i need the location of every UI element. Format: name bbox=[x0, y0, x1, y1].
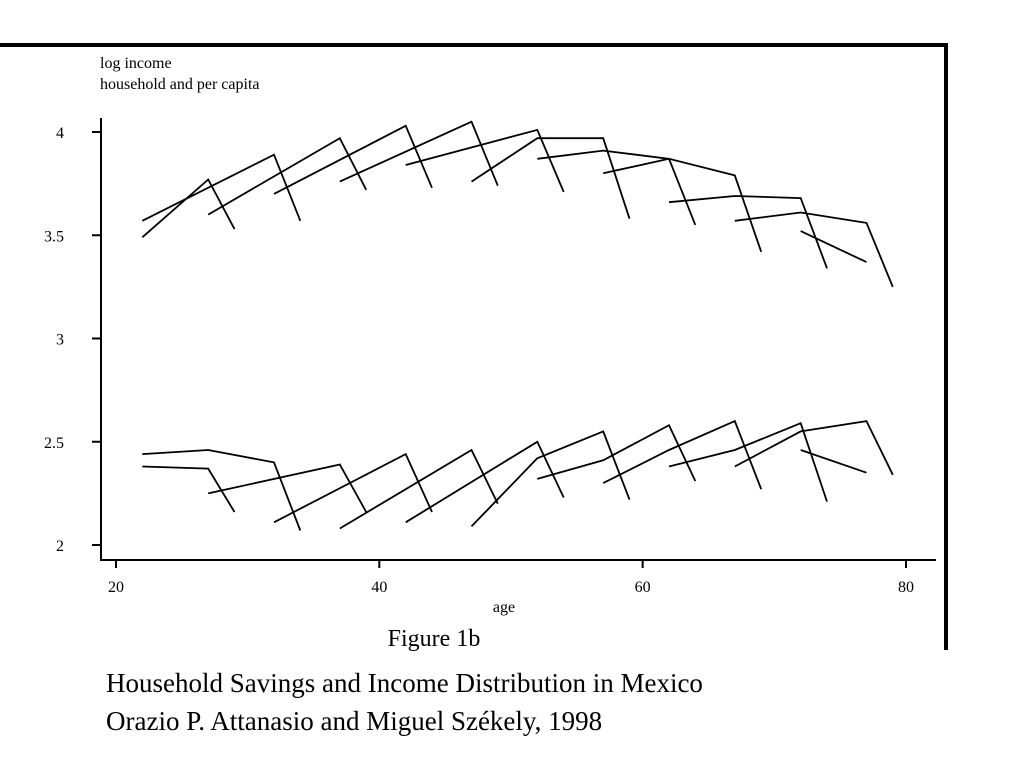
cohort-line-15 bbox=[273, 452, 433, 524]
cohort-line-3 bbox=[273, 124, 433, 195]
cohort-line-10 bbox=[734, 211, 894, 288]
cohort-line-16 bbox=[339, 448, 499, 530]
caption-authors: Orazio P. Attanasio and Miguel Székely, … bbox=[106, 706, 603, 736]
cohort-line-8 bbox=[603, 157, 763, 253]
cohort-line-22 bbox=[734, 420, 894, 476]
cohort-line-13 bbox=[142, 449, 302, 531]
cohort-line-9 bbox=[668, 195, 828, 269]
cohort-line-14 bbox=[208, 463, 367, 513]
cohort-line-20 bbox=[602, 419, 763, 490]
y-axis-title-line2: household and per capita bbox=[100, 76, 260, 93]
cohort-line-5 bbox=[405, 128, 565, 193]
y-tick-label-0: 2 bbox=[56, 538, 64, 555]
cohort-line-2 bbox=[207, 136, 368, 216]
y-tick-label-1: 2.5 bbox=[44, 435, 64, 452]
cohort-line-12 bbox=[142, 465, 236, 513]
axis-ticks bbox=[92, 131, 907, 568]
cohort-line-23 bbox=[800, 449, 867, 474]
cohort-line-4 bbox=[339, 120, 499, 187]
x-tick-label-0: 20 bbox=[108, 579, 124, 596]
figure-chart: log income household and per capita 20 40… bbox=[0, 43, 948, 652]
caption-title: Household Savings and Income Distributio… bbox=[106, 668, 703, 698]
cohort-line-7 bbox=[537, 149, 697, 226]
cohort-line-6 bbox=[471, 137, 631, 219]
cohort-line-21 bbox=[668, 422, 828, 502]
figure-label: Figure 1b bbox=[388, 626, 481, 652]
cohort-line-19 bbox=[537, 423, 697, 482]
series-lines bbox=[141, 120, 894, 531]
tick-labels: 20 40 60 80 2 2.5 3 3.5 4 bbox=[44, 125, 914, 596]
y-tick-label-2: 3 bbox=[56, 332, 64, 349]
x-axis-title: age bbox=[493, 599, 515, 616]
x-tick-label-2: 60 bbox=[635, 579, 651, 596]
cohort-line-18 bbox=[470, 430, 631, 528]
cohort-line-1 bbox=[141, 153, 302, 222]
cohort-line-0 bbox=[141, 178, 236, 238]
x-tick-label-3: 80 bbox=[898, 579, 914, 596]
cohort-line-11 bbox=[800, 230, 867, 263]
x-tick-label-1: 40 bbox=[371, 579, 387, 596]
y-axis-title-line1: log income bbox=[100, 55, 172, 72]
cohort-line-17 bbox=[405, 440, 565, 524]
y-tick-label-4: 4 bbox=[56, 125, 64, 142]
y-tick-label-3: 3.5 bbox=[44, 228, 64, 245]
